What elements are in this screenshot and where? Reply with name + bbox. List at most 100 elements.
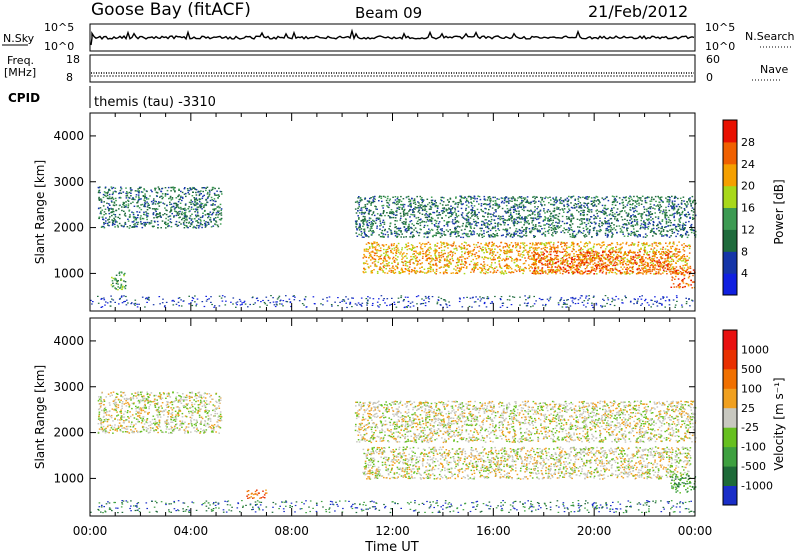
scatter-pixel [133, 223, 135, 226]
scatter-pixel [363, 248, 366, 251]
scatter-pixel [456, 220, 459, 222]
scatter-pixel [470, 205, 473, 207]
scatter-pixel [535, 264, 538, 266]
scatter-pixel [500, 241, 502, 244]
scatter-pixel [471, 252, 473, 255]
scatter-pixel [591, 252, 593, 254]
scatter-pixel [648, 212, 650, 214]
scatter-pixel [390, 243, 393, 245]
scatter-pixel [613, 227, 615, 229]
scatter-pixel [611, 222, 613, 224]
scatter-pixel [631, 198, 633, 201]
scatter-pixel [559, 201, 562, 203]
scatter-pixel [381, 200, 383, 203]
scatter-pixel [659, 222, 661, 224]
scatter-pixel [589, 259, 592, 262]
scatter-pixel [551, 266, 553, 269]
scatter-pixel [217, 214, 220, 216]
scatter-pixel [391, 248, 393, 250]
scatter-pixel [378, 245, 381, 247]
scatter-pixel [481, 256, 483, 258]
scatter-pixel [124, 221, 127, 224]
scatter-pixel [649, 272, 652, 275]
scatter-pixel [621, 246, 623, 248]
scatter-pixel [535, 247, 537, 249]
scatter-pixel [444, 252, 446, 255]
scatter-pixel [408, 261, 410, 263]
scatter-pixel [409, 259, 411, 262]
freq-label: Freq. [7, 54, 34, 67]
scatter-pixel [504, 250, 506, 252]
scatter-pixel [122, 226, 125, 228]
scatter-pixel [552, 270, 554, 272]
scatter-pixel [476, 216, 479, 218]
scatter-pixel [669, 242, 671, 244]
scatter-pixel [108, 208, 111, 210]
scatter-pixel [118, 222, 121, 225]
scatter-pixel [668, 243, 671, 245]
scatter-pixel [580, 247, 582, 249]
scatter-pixel [123, 210, 125, 212]
scatter-pixel [387, 215, 390, 217]
scatter-pixel [605, 229, 607, 232]
scatter-pixel [648, 218, 650, 221]
scatter-pixel [160, 216, 162, 218]
scatter-pixel [539, 213, 541, 215]
scatter-pixel [571, 242, 574, 244]
scatter-pixel [571, 271, 573, 273]
scatter-pixel [412, 256, 415, 258]
scatter-pixel [404, 268, 407, 270]
scatter-pixel [209, 191, 211, 193]
scatter-pixel [427, 253, 430, 256]
scatter-pixel [513, 199, 516, 201]
scatter-pixel [600, 269, 602, 271]
scatter-pixel [566, 228, 568, 231]
scatter-pixel [587, 202, 590, 204]
scatter-pixel [538, 215, 541, 217]
scatter-pixel [478, 234, 480, 236]
scatter-pixel [189, 215, 192, 217]
scatter-pixel [540, 243, 543, 246]
scatter-pixel [571, 267, 573, 269]
scatter-pixel [98, 196, 100, 199]
scatter-pixel [604, 217, 606, 219]
scatter-pixel [566, 247, 568, 249]
scatter-pixel [595, 268, 598, 271]
scatter-pixel [643, 208, 646, 210]
scatter-pixel [186, 225, 188, 227]
scatter-pixel [181, 199, 183, 202]
scatter-pixel [649, 213, 652, 216]
scatter-pixel [121, 288, 123, 291]
scatter-pixel [507, 224, 509, 226]
scatter-pixel [586, 243, 589, 245]
scatter-pixel [549, 245, 551, 247]
scatter-pixel [636, 268, 639, 270]
scatter-pixel [376, 217, 378, 219]
scatter-pixel [666, 268, 669, 271]
scatter-pixel [393, 260, 395, 263]
scatter-pixel [217, 211, 220, 214]
scatter-pixel [557, 264, 560, 266]
scatter-pixel [382, 260, 385, 263]
scatter-pixel [475, 244, 478, 246]
scatter-pixel [681, 260, 683, 262]
scatter-pixel [170, 221, 173, 224]
scatter-pixel [118, 272, 121, 274]
scatter-pixel [604, 207, 606, 210]
scatter-pixel [630, 218, 633, 220]
scatter-pixel [537, 266, 540, 268]
scatter-pixel [544, 244, 547, 247]
scatter-pixel [439, 236, 442, 238]
scatter-pixel [457, 257, 459, 259]
scatter-pixel [629, 273, 631, 275]
scatter-pixel [383, 223, 386, 225]
scatter-pixel [689, 267, 692, 269]
scatter-pixel [111, 219, 113, 221]
scatter-pixel [534, 228, 536, 230]
scatter-pixel [585, 198, 588, 200]
scatter-pixel [640, 219, 642, 222]
scatter-pixel [381, 269, 383, 271]
scatter-pixel [431, 202, 434, 205]
scatter-pixel [626, 229, 628, 232]
